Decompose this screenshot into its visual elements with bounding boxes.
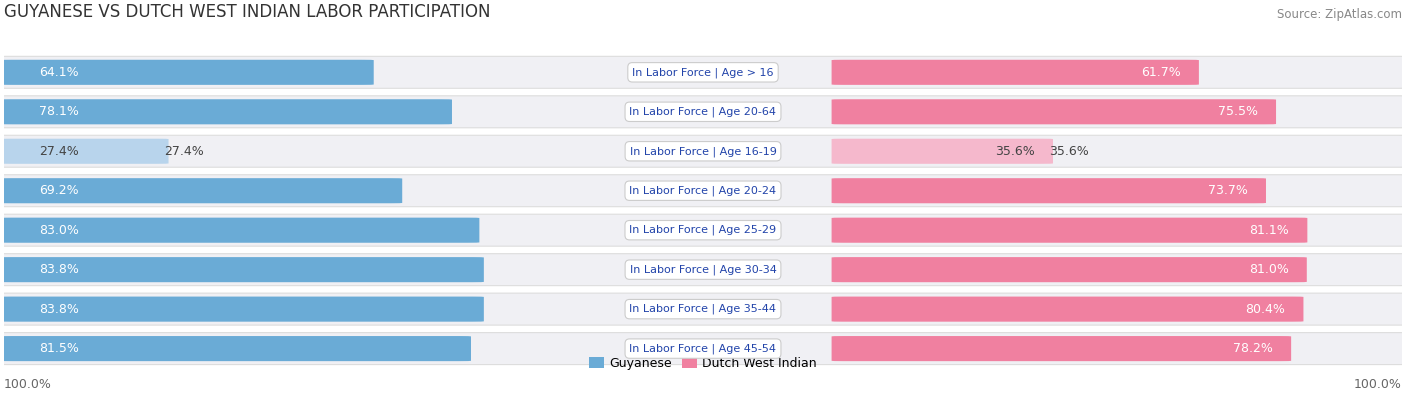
FancyBboxPatch shape [0, 60, 374, 85]
Text: 83.8%: 83.8% [39, 303, 79, 316]
FancyBboxPatch shape [831, 178, 1265, 203]
Text: 35.6%: 35.6% [1049, 145, 1088, 158]
FancyBboxPatch shape [0, 96, 1406, 128]
Legend: Guyanese, Dutch West Indian: Guyanese, Dutch West Indian [585, 352, 821, 375]
FancyBboxPatch shape [0, 254, 1406, 286]
FancyBboxPatch shape [0, 333, 1406, 365]
Text: In Labor Force | Age 30-34: In Labor Force | Age 30-34 [630, 264, 776, 275]
Text: 27.4%: 27.4% [39, 145, 79, 158]
Text: 64.1%: 64.1% [39, 66, 79, 79]
Text: 83.8%: 83.8% [39, 263, 79, 276]
Text: In Labor Force | Age 25-29: In Labor Force | Age 25-29 [630, 225, 776, 235]
FancyBboxPatch shape [0, 214, 1406, 246]
FancyBboxPatch shape [0, 218, 479, 243]
FancyBboxPatch shape [831, 218, 1308, 243]
FancyBboxPatch shape [831, 336, 1291, 361]
FancyBboxPatch shape [831, 297, 1303, 322]
FancyBboxPatch shape [831, 99, 1277, 124]
FancyBboxPatch shape [831, 60, 1199, 85]
FancyBboxPatch shape [0, 178, 402, 203]
Text: 81.0%: 81.0% [1249, 263, 1289, 276]
FancyBboxPatch shape [831, 139, 1053, 164]
Text: In Labor Force | Age 16-19: In Labor Force | Age 16-19 [630, 146, 776, 156]
Text: 35.6%: 35.6% [995, 145, 1035, 158]
Text: In Labor Force | Age 20-64: In Labor Force | Age 20-64 [630, 107, 776, 117]
FancyBboxPatch shape [0, 139, 169, 164]
Text: Source: ZipAtlas.com: Source: ZipAtlas.com [1277, 8, 1402, 21]
FancyBboxPatch shape [0, 175, 1406, 207]
Text: 75.5%: 75.5% [1218, 105, 1258, 118]
Text: 78.1%: 78.1% [39, 105, 79, 118]
FancyBboxPatch shape [0, 336, 471, 361]
Text: In Labor Force | Age 45-54: In Labor Force | Age 45-54 [630, 343, 776, 354]
FancyBboxPatch shape [0, 297, 484, 322]
FancyBboxPatch shape [0, 99, 451, 124]
Text: In Labor Force | Age > 16: In Labor Force | Age > 16 [633, 67, 773, 77]
Text: 100.0%: 100.0% [1354, 378, 1402, 391]
FancyBboxPatch shape [0, 135, 1406, 167]
Text: 61.7%: 61.7% [1142, 66, 1181, 79]
Text: 83.0%: 83.0% [39, 224, 79, 237]
Text: 81.5%: 81.5% [39, 342, 79, 355]
Text: 100.0%: 100.0% [4, 378, 52, 391]
FancyBboxPatch shape [0, 56, 1406, 88]
Text: In Labor Force | Age 35-44: In Labor Force | Age 35-44 [630, 304, 776, 314]
Text: 27.4%: 27.4% [165, 145, 204, 158]
FancyBboxPatch shape [0, 257, 484, 282]
Text: 73.7%: 73.7% [1208, 184, 1247, 197]
Text: 69.2%: 69.2% [39, 184, 79, 197]
FancyBboxPatch shape [831, 257, 1306, 282]
FancyBboxPatch shape [0, 293, 1406, 325]
Text: GUYANESE VS DUTCH WEST INDIAN LABOR PARTICIPATION: GUYANESE VS DUTCH WEST INDIAN LABOR PART… [4, 3, 491, 21]
Text: In Labor Force | Age 20-24: In Labor Force | Age 20-24 [630, 186, 776, 196]
Text: 81.1%: 81.1% [1250, 224, 1289, 237]
Text: 80.4%: 80.4% [1246, 303, 1285, 316]
Text: 78.2%: 78.2% [1233, 342, 1272, 355]
